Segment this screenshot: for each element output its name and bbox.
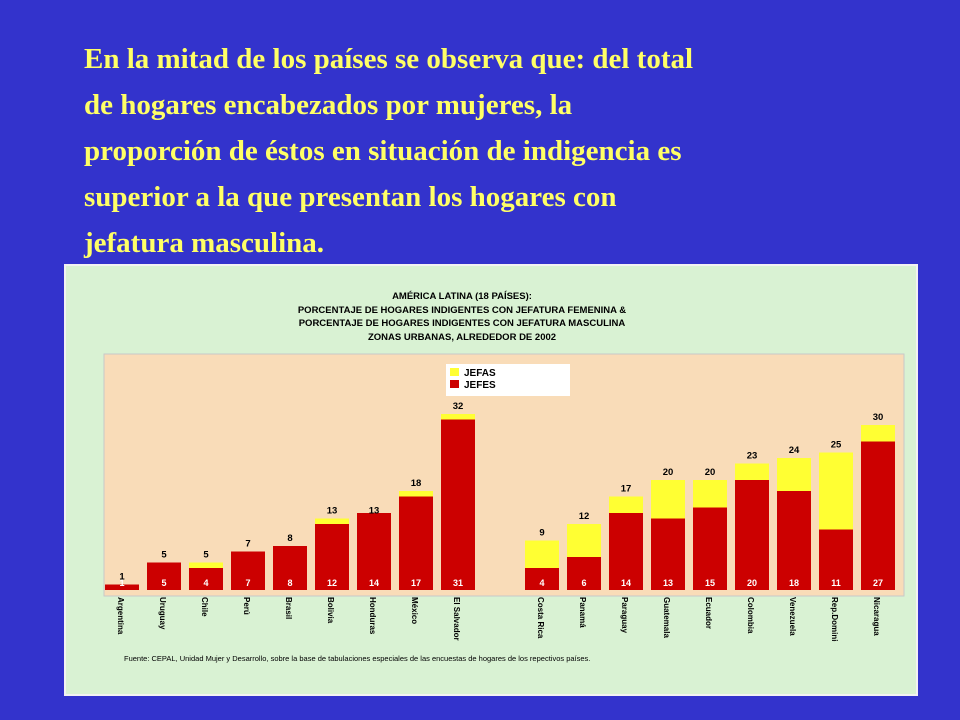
data-label-jefas: 20 <box>663 467 674 478</box>
headline-line: superior a la que presentan los hogares … <box>84 181 617 213</box>
legend-swatch <box>450 380 459 388</box>
bar-jefes <box>315 524 349 590</box>
data-label-jefas: 13 <box>327 506 338 517</box>
tick-label: Perú <box>242 597 251 615</box>
bar-jefes <box>357 513 391 590</box>
data-label-jefas: 24 <box>789 445 800 456</box>
data-label-jefas: 25 <box>831 440 842 451</box>
tick-label: Nicaragua <box>872 597 881 636</box>
data-label-jefes: 15 <box>705 578 715 588</box>
tick-label: Argentina <box>116 597 125 635</box>
tick-label: El Salvador <box>452 597 461 641</box>
bar-jefes <box>273 546 307 590</box>
data-label-jefes: 20 <box>747 578 757 588</box>
data-label-jefes: 4 <box>203 578 208 588</box>
headline: En la mitad de los países se observa que… <box>84 36 924 266</box>
data-label-jefas: 12 <box>579 511 590 522</box>
data-label-jefas: 5 <box>203 550 209 561</box>
data-label-jefas: 23 <box>747 451 758 462</box>
data-label-jefas: 18 <box>411 478 422 489</box>
data-label-jefas: 9 <box>539 528 544 539</box>
bar-jefes <box>231 551 265 590</box>
bar-jefes <box>567 557 601 590</box>
headline-line: de hogares encabezados por mujeres, la <box>84 89 573 121</box>
tick-label: Colombia <box>746 597 755 634</box>
data-label-jefas: 5 <box>161 550 167 561</box>
tick-label: Brasil <box>284 597 293 619</box>
bar-jefes <box>441 419 475 590</box>
headline-line: jefatura masculina. <box>84 227 325 259</box>
bar-jefes <box>105 584 139 590</box>
legend-label: JEFAS <box>464 368 496 379</box>
data-label-jefas: 32 <box>453 401 464 412</box>
bar-jefes <box>189 568 223 590</box>
bar-jefes <box>525 568 559 590</box>
data-label-jefas: 8 <box>287 533 292 544</box>
chart-title-line: AMÉRICA LATINA (18 PAÍSES): <box>392 291 532 302</box>
data-label-jefas: 1 <box>119 572 125 583</box>
headline-line: En la mitad de los países se observa que… <box>84 43 694 75</box>
data-label-jefes: 14 <box>621 578 631 588</box>
legend-swatch <box>450 368 459 376</box>
bar-jefes <box>735 480 769 590</box>
chart-source-note: Fuente: CEPAL, Unidad Mujer y Desarrollo… <box>124 654 591 663</box>
data-label-jefas: 30 <box>873 412 884 423</box>
data-label-jefes: 12 <box>327 578 337 588</box>
data-label-jefes: 18 <box>789 578 799 588</box>
tick-label: Guatemala <box>662 597 671 638</box>
chart-title-line: PORCENTAJE DE HOGARES INDIGENTES CON JEF… <box>297 304 627 316</box>
chart-title: AMÉRICA LATINA (18 PAÍSES): PORCENTAJE D… <box>186 290 738 344</box>
data-label-jefes: 11 <box>831 578 841 588</box>
data-label-jefas: 13 <box>369 506 380 517</box>
tick-label: Costa Rica <box>536 597 545 639</box>
tick-label: Venezuela <box>788 597 797 636</box>
bar-jefes <box>147 562 181 590</box>
chart-title-line: PORCENTAJE DE HOGARES INDIGENTES CON JEF… <box>298 318 626 329</box>
headline-line: proporción de éstos en situación de indi… <box>84 135 682 167</box>
data-label-jefes: 4 <box>539 578 544 588</box>
data-label-jefas: 20 <box>705 467 716 478</box>
bar-jefes <box>819 529 853 590</box>
tick-label: Bolivia <box>326 597 335 624</box>
data-label-jefas: 7 <box>245 539 250 550</box>
tick-label: Ecuador <box>704 597 713 629</box>
tick-label: Paraguay <box>620 597 629 634</box>
legend-label: JEFES <box>464 380 496 391</box>
data-label-jefes: 6 <box>581 578 586 588</box>
data-label-jefes: 5 <box>161 578 166 588</box>
tick-label: Rep.Dominicana <box>830 597 839 642</box>
data-label-jefes: 1 <box>119 578 124 588</box>
data-label-jefes: 17 <box>411 578 421 588</box>
bar-jefes <box>777 491 811 590</box>
bar-jefes <box>861 441 895 590</box>
tick-label: Honduras <box>368 597 377 635</box>
bar-jefes <box>399 496 433 590</box>
data-label-jefes: 14 <box>369 578 379 588</box>
bar-jefes <box>651 518 685 590</box>
tick-label: Uruguay <box>158 597 167 630</box>
tick-label: México <box>410 597 419 624</box>
data-label-jefes: 7 <box>245 578 250 588</box>
data-label-jefas: 17 <box>621 484 632 495</box>
chart-title-line: ZONAS URBANAS, ALREDEDOR DE 2002 <box>367 331 557 343</box>
tick-label: Panamá <box>578 597 587 628</box>
bar-jefes <box>693 507 727 590</box>
data-label-jefes: 13 <box>663 578 673 588</box>
tick-label: Chile <box>200 597 209 617</box>
data-label-jefes: 27 <box>873 578 883 588</box>
chart-panel: AMÉRICA LATINA (18 PAÍSES): PORCENTAJE D… <box>64 264 918 696</box>
data-label-jefes: 8 <box>287 578 292 588</box>
bar-jefes <box>609 513 643 590</box>
legend-box <box>446 364 570 396</box>
data-label-jefes: 31 <box>453 578 463 588</box>
